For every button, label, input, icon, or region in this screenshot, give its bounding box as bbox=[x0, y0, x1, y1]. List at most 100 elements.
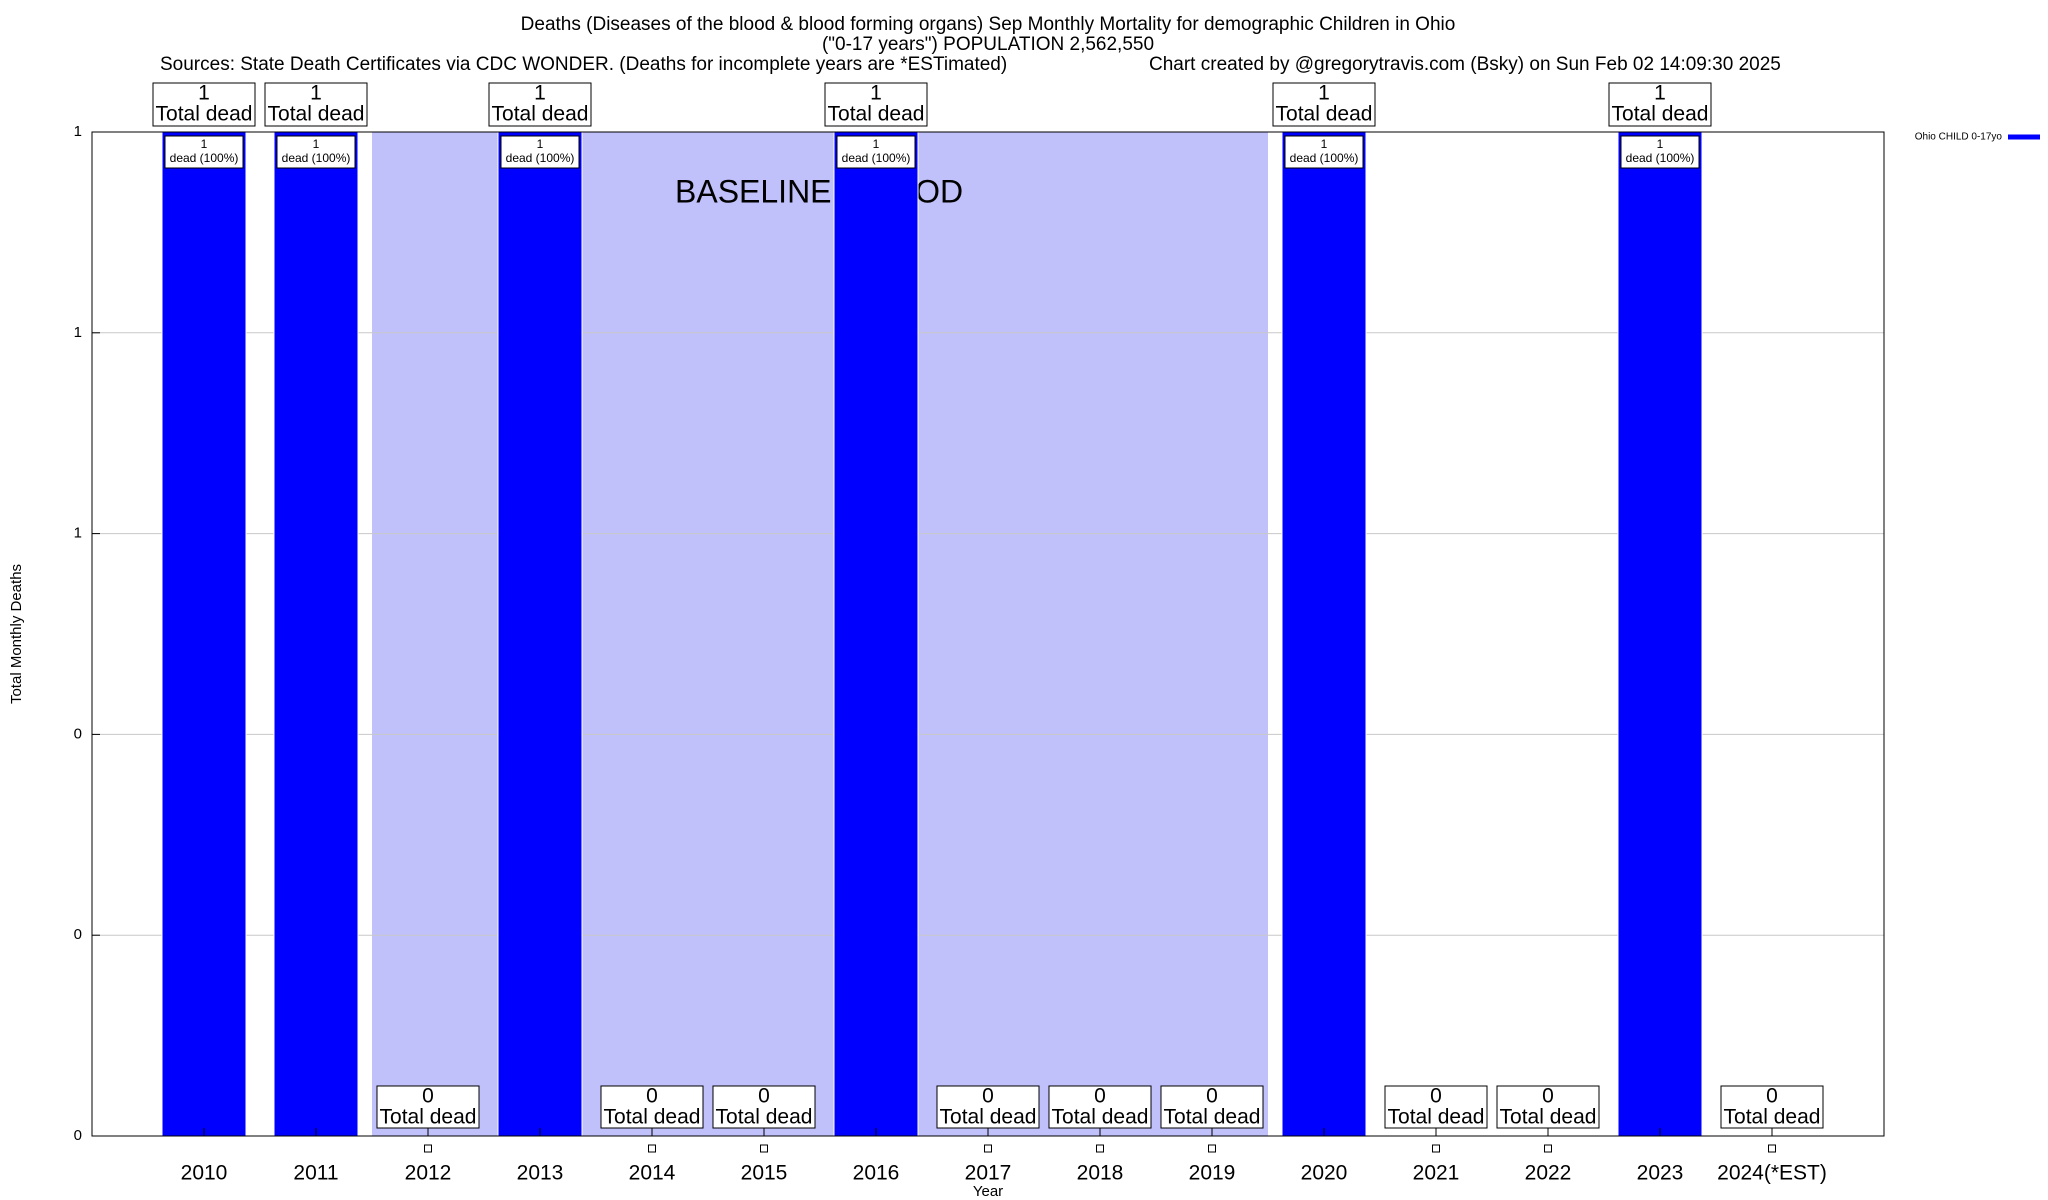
value-label: 1 bbox=[534, 82, 546, 105]
y-tick-label: 1 bbox=[74, 324, 82, 341]
value-label: 0 bbox=[422, 1085, 434, 1108]
value-label: 0 bbox=[1206, 1085, 1218, 1108]
zero-marker bbox=[1096, 1144, 1104, 1153]
y-tick-label: 0 bbox=[74, 1127, 82, 1144]
x-tick-label: 2022 bbox=[1525, 1162, 1572, 1185]
total-label-box bbox=[1048, 1085, 1152, 1129]
bar-value-label: 1 bbox=[537, 137, 544, 151]
bar bbox=[833, 131, 919, 1137]
x-tick-label: 2020 bbox=[1301, 1162, 1348, 1185]
value-label: 0 bbox=[1542, 1085, 1554, 1108]
total-label: Total dead bbox=[1612, 103, 1709, 126]
x-tick-label: 2010 bbox=[181, 1162, 228, 1185]
total-label: Total dead bbox=[1164, 1106, 1261, 1129]
zero-marker bbox=[1544, 1144, 1552, 1153]
total-label: Total dead bbox=[1276, 103, 1373, 126]
annotation: BASELINE PERIOD bbox=[675, 173, 963, 209]
zero-marker bbox=[984, 1144, 992, 1153]
total-label: Total dead bbox=[380, 1106, 477, 1129]
total-label-box bbox=[1384, 1085, 1488, 1129]
value-label: 1 bbox=[870, 82, 882, 105]
total-label: Total dead bbox=[268, 103, 365, 126]
zero-marker bbox=[424, 1144, 432, 1153]
bar-value-label: 1 bbox=[1321, 137, 1328, 151]
total-label-box bbox=[1272, 82, 1376, 127]
total-label-box bbox=[1496, 1085, 1600, 1129]
x-tick-label: 2021 bbox=[1413, 1162, 1460, 1185]
total-label: Total dead bbox=[828, 103, 925, 126]
total-label-box bbox=[376, 1085, 480, 1129]
y-tick-label: 1 bbox=[74, 123, 82, 140]
total-label: Total dead bbox=[940, 1106, 1037, 1129]
x-tick-label: 2023 bbox=[1637, 1162, 1684, 1185]
x-tick-label: 2018 bbox=[1077, 1162, 1124, 1185]
total-label: Total dead bbox=[716, 1106, 813, 1129]
zero-marker bbox=[648, 1144, 656, 1153]
value-label: 0 bbox=[758, 1085, 770, 1108]
total-label-box bbox=[600, 1085, 704, 1129]
total-label-box bbox=[712, 1085, 816, 1129]
total-label-box bbox=[1720, 1085, 1824, 1129]
value-label: 1 bbox=[310, 82, 322, 105]
total-label: Total dead bbox=[1388, 1106, 1485, 1129]
bar-label-box bbox=[276, 135, 356, 169]
zero-marker bbox=[760, 1144, 768, 1153]
bar bbox=[497, 131, 583, 1137]
value-label: 1 bbox=[198, 82, 210, 105]
y-tick-label: 0 bbox=[74, 926, 82, 943]
total-label-box bbox=[264, 82, 368, 127]
bar-label: dead (100%) bbox=[282, 151, 351, 165]
bar-value-label: 1 bbox=[1657, 137, 1664, 151]
bar-label: dead (100%) bbox=[1290, 151, 1359, 165]
x-axis-label: Year bbox=[973, 1183, 1003, 1200]
zero-marker bbox=[1208, 1144, 1216, 1153]
bar-label-box bbox=[1284, 135, 1364, 169]
bar-label-box bbox=[1620, 135, 1700, 169]
bar bbox=[1617, 131, 1703, 1137]
zero-marker bbox=[1768, 1144, 1776, 1153]
legend-label: Ohio CHILD 0-17yo bbox=[1915, 132, 2003, 143]
bar-label-box bbox=[164, 135, 244, 169]
bar-value-label: 1 bbox=[201, 137, 208, 151]
x-tick-label: 2019 bbox=[1189, 1162, 1236, 1185]
plot-frame bbox=[91, 131, 1885, 1137]
bar-label: dead (100%) bbox=[842, 151, 911, 165]
sources: Sources: State Death Certificates via CD… bbox=[160, 54, 1007, 75]
total-label: Total dead bbox=[1500, 1106, 1597, 1129]
total-label: Total dead bbox=[1724, 1106, 1821, 1129]
bar-label: dead (100%) bbox=[1626, 151, 1695, 165]
bar-label-box bbox=[500, 135, 580, 169]
y-tick-label: 0 bbox=[74, 725, 82, 742]
x-tick-label: 2014 bbox=[629, 1162, 676, 1185]
x-tick-label: 2024(*EST) bbox=[1717, 1162, 1827, 1185]
value-label: 1 bbox=[1318, 82, 1330, 105]
value-label: 0 bbox=[646, 1085, 658, 1108]
x-tick-label: 2016 bbox=[853, 1162, 900, 1185]
credit: Chart created by @gregorytravis.com (Bsk… bbox=[1149, 54, 1781, 75]
value-label: 0 bbox=[982, 1085, 994, 1108]
bar bbox=[1281, 131, 1367, 1137]
bar-label-box bbox=[836, 135, 916, 169]
x-tick-label: 2015 bbox=[741, 1162, 788, 1185]
chart-title: Deaths (Diseases of the blood & blood fo… bbox=[521, 14, 1456, 35]
total-label-box bbox=[1608, 82, 1712, 127]
x-tick-label: 2012 bbox=[405, 1162, 452, 1185]
bar-value-label: 1 bbox=[313, 137, 320, 151]
value-label: 1 bbox=[1654, 82, 1666, 105]
value-label: 0 bbox=[1766, 1085, 1778, 1108]
bar bbox=[273, 131, 359, 1137]
total-label-box bbox=[488, 82, 592, 127]
y-axis-label: Total Monthly Deaths bbox=[8, 564, 25, 704]
total-label: Total dead bbox=[492, 103, 589, 126]
bar-value-label: 1 bbox=[873, 137, 880, 151]
x-tick-label: 2017 bbox=[965, 1162, 1012, 1185]
value-label: 0 bbox=[1430, 1085, 1442, 1108]
total-label-box bbox=[152, 82, 256, 127]
value-label: 0 bbox=[1094, 1085, 1106, 1108]
bar-label: dead (100%) bbox=[506, 151, 575, 165]
total-label-box bbox=[824, 82, 928, 127]
total-label: Total dead bbox=[1052, 1106, 1149, 1129]
y-tick-label: 1 bbox=[74, 525, 82, 542]
